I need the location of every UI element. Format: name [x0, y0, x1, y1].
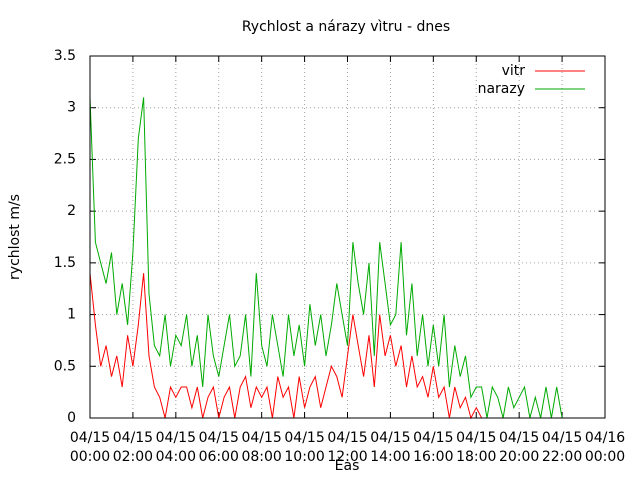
x-tick-label: 04/15 00:00 — [70, 430, 110, 465]
y-tick-label: 3 — [67, 100, 76, 116]
x-tick-label: 04/15 18:00 — [456, 430, 496, 465]
x-tick-label: 04/15 22:00 — [542, 430, 582, 465]
y-axis-label: rychlost m/s — [7, 194, 23, 280]
x-tick-label: 04/15 16:00 — [413, 430, 453, 465]
x-axis-label: Èas — [335, 457, 360, 474]
x-tick-label: 04/16 00:00 — [585, 430, 625, 465]
plot-border — [89, 55, 606, 419]
y-tick-label: 2 — [67, 203, 76, 219]
y-tick-label: 1.5 — [54, 255, 76, 271]
x-tick-label: 04/15 14:00 — [370, 430, 410, 465]
y-tick-label: 0.5 — [54, 358, 76, 374]
x-tick-label: 04/15 12:00 — [327, 430, 367, 465]
y-tick-label: 0 — [67, 410, 76, 426]
legend-label: vitr — [502, 63, 526, 79]
y-tick-label: 3.5 — [54, 48, 76, 64]
x-tick-label: 04/15 10:00 — [284, 430, 324, 465]
x-tick-label: 04/15 08:00 — [241, 430, 281, 465]
x-tick-label: 04/15 06:00 — [199, 430, 239, 465]
y-tick-label: 2.5 — [54, 151, 76, 167]
x-tick-label: 04/15 20:00 — [499, 430, 539, 465]
x-tick-label: 04/15 04:00 — [156, 430, 196, 465]
x-tick-label: 04/15 02:00 — [113, 430, 153, 465]
chart-title: Rychlost a nárazy vìtru - dnes — [242, 19, 450, 35]
legend-label: narazy — [478, 81, 525, 97]
y-tick-label: 1 — [67, 307, 76, 323]
series-line — [89, 97, 563, 419]
